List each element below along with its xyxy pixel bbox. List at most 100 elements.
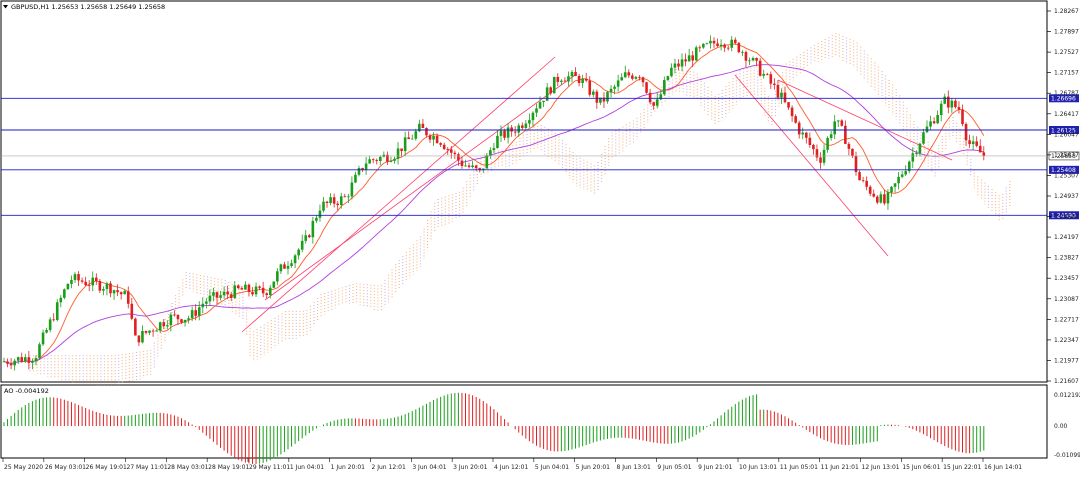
candle-body[interactable] bbox=[290, 263, 293, 266]
channel-line[interactable] bbox=[264, 74, 576, 301]
candle-body[interactable] bbox=[400, 148, 403, 152]
candle-body[interactable] bbox=[513, 131, 517, 133]
candle-body[interactable] bbox=[130, 303, 134, 319]
candle-body[interactable] bbox=[773, 83, 776, 85]
candle-body[interactable] bbox=[112, 290, 116, 294]
candle-body[interactable] bbox=[620, 77, 623, 81]
candle-body[interactable] bbox=[925, 126, 929, 133]
candle-body[interactable] bbox=[137, 335, 141, 343]
candle-body[interactable] bbox=[219, 295, 222, 298]
candle-body[interactable] bbox=[691, 55, 694, 61]
candle-body[interactable] bbox=[410, 138, 414, 140]
candle-body[interactable] bbox=[474, 165, 478, 169]
candle-body[interactable] bbox=[893, 183, 897, 187]
candle-body[interactable] bbox=[339, 196, 343, 206]
candle-body[interactable] bbox=[751, 57, 755, 61]
candle-body[interactable] bbox=[315, 217, 318, 221]
candle-body[interactable] bbox=[123, 291, 126, 295]
candle-body[interactable] bbox=[13, 360, 16, 366]
candle-body[interactable] bbox=[801, 132, 805, 135]
candle-body[interactable] bbox=[719, 44, 723, 47]
candle-body[interactable] bbox=[368, 159, 371, 164]
candle-body[interactable] bbox=[237, 285, 240, 289]
candle-body[interactable] bbox=[939, 103, 943, 116]
candle-body[interactable] bbox=[371, 159, 375, 161]
channel-line[interactable] bbox=[734, 74, 889, 257]
candle-body[interactable] bbox=[70, 279, 73, 284]
candle-body[interactable] bbox=[481, 168, 485, 170]
candle-body[interactable] bbox=[240, 288, 244, 290]
candle-body[interactable] bbox=[80, 280, 84, 282]
candle-body[interactable] bbox=[95, 277, 98, 282]
candle-body[interactable] bbox=[20, 357, 24, 362]
candle-body[interactable] bbox=[407, 137, 410, 140]
candle-body[interactable] bbox=[261, 287, 265, 294]
candle-body[interactable] bbox=[538, 102, 542, 109]
candle-body[interactable] bbox=[904, 171, 907, 175]
candle-body[interactable] bbox=[584, 78, 588, 81]
candle-body[interactable] bbox=[393, 158, 396, 161]
candle-body[interactable] bbox=[758, 60, 762, 76]
candle-body[interactable] bbox=[63, 289, 66, 298]
candle-body[interactable] bbox=[964, 123, 968, 141]
candle-body[interactable] bbox=[59, 297, 63, 303]
candle-body[interactable] bbox=[663, 80, 666, 95]
candle-body[interactable] bbox=[531, 112, 535, 121]
candle-body[interactable] bbox=[354, 174, 357, 183]
candle-body[interactable] bbox=[173, 314, 176, 316]
candle-body[interactable] bbox=[162, 322, 166, 327]
candle-body[interactable] bbox=[609, 88, 613, 93]
candle-body[interactable] bbox=[379, 156, 382, 162]
candle-body[interactable] bbox=[805, 132, 808, 138]
candle-body[interactable] bbox=[595, 91, 599, 103]
candle-body[interactable] bbox=[890, 186, 893, 193]
candle-body[interactable] bbox=[726, 47, 730, 49]
candle-body[interactable] bbox=[229, 294, 233, 298]
candle-body[interactable] bbox=[442, 144, 446, 150]
candle-body[interactable] bbox=[957, 107, 961, 110]
candle-body[interactable] bbox=[549, 87, 552, 94]
candle-body[interactable] bbox=[673, 63, 677, 68]
candle-body[interactable] bbox=[528, 120, 531, 124]
candle-body[interactable] bbox=[560, 80, 563, 82]
candle-body[interactable] bbox=[581, 78, 584, 84]
candle-body[interactable] bbox=[457, 154, 460, 161]
candle-body[interactable] bbox=[599, 97, 602, 103]
candle-body[interactable] bbox=[2, 361, 6, 363]
candle-body[interactable] bbox=[741, 51, 744, 53]
candle-body[interactable] bbox=[212, 292, 215, 296]
candle-body[interactable] bbox=[616, 80, 620, 87]
candle-body[interactable] bbox=[655, 99, 659, 106]
candle-body[interactable] bbox=[677, 63, 680, 67]
candle-body[interactable] bbox=[187, 318, 190, 320]
candle-body[interactable] bbox=[851, 148, 854, 156]
candle-body[interactable] bbox=[375, 160, 379, 162]
candle-body[interactable] bbox=[702, 43, 705, 48]
candle-body[interactable] bbox=[343, 196, 347, 198]
candle-body[interactable] bbox=[272, 281, 276, 288]
candle-body[interactable] bbox=[300, 240, 304, 250]
candle-body[interactable] bbox=[521, 125, 524, 128]
candle-body[interactable] bbox=[556, 76, 560, 82]
candle-body[interactable] bbox=[322, 201, 325, 211]
candle-body[interactable] bbox=[283, 264, 286, 269]
candle-body[interactable] bbox=[836, 120, 840, 122]
candle-body[interactable] bbox=[364, 163, 368, 170]
candle-body[interactable] bbox=[293, 255, 297, 264]
candle-body[interactable] bbox=[176, 314, 180, 320]
candle-body[interactable] bbox=[357, 168, 361, 175]
candle-body[interactable] bbox=[876, 196, 879, 203]
candle-body[interactable] bbox=[208, 295, 212, 302]
candle-body[interactable] bbox=[31, 361, 34, 363]
candle-body[interactable] bbox=[947, 96, 950, 108]
candle-body[interactable] bbox=[38, 344, 41, 359]
candle-body[interactable] bbox=[687, 55, 691, 62]
candle-body[interactable] bbox=[563, 80, 567, 82]
candle-body[interactable] bbox=[102, 289, 105, 291]
candle-body[interactable] bbox=[478, 168, 481, 170]
candle-body[interactable] bbox=[91, 277, 95, 286]
candle-body[interactable] bbox=[304, 235, 308, 241]
candle-body[interactable] bbox=[48, 319, 52, 331]
candle-body[interactable] bbox=[737, 42, 741, 53]
candle-body[interactable] bbox=[911, 153, 915, 162]
